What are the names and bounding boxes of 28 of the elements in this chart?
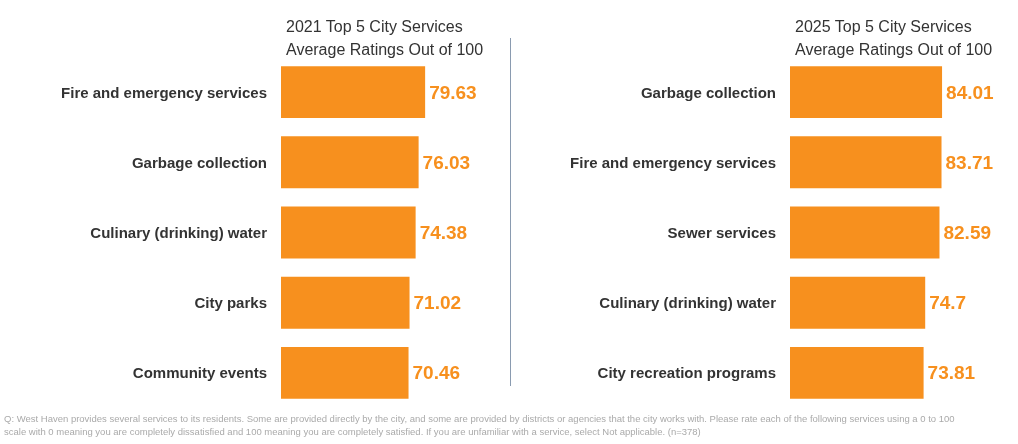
data-label: 83.71 xyxy=(945,151,994,173)
bar xyxy=(790,66,943,119)
y-tick-label: Culinary (drinking) water xyxy=(599,294,777,312)
y-tick-label: Fire and emergency services xyxy=(61,83,267,101)
y-tick-label: Fire and emergency services xyxy=(570,153,776,171)
data-label: 70.46 xyxy=(412,362,461,384)
chart-title: 2025 Top 5 City Services Average Ratings Out of 100 xyxy=(795,18,993,58)
chart-title: 2021 Top 5 City Services Average Ratings Out of 100 xyxy=(286,18,484,58)
bar xyxy=(790,276,926,329)
text: Q: West Haven provides several services to its residents. Some are provided directly by the city, and some are provided by districts or agencies that the city works with. Please rate each of the following services using a 0 to 100 scale with 0 meaning you are completely dissatisfied and 100 meaning you are completely satisfied. If you are unfamiliar with a service, select Not applicable. (n=378) xyxy=(4,412,956,438)
y-tick-label: City parks xyxy=(194,294,267,312)
bar xyxy=(790,206,940,259)
y-tick-label: Garbage collection xyxy=(640,83,776,101)
data-label: 84.01 xyxy=(946,81,995,103)
data-label: 76.03 xyxy=(422,151,471,173)
data-label: 82.59 xyxy=(943,222,992,243)
y-tick-label: City recreation programs xyxy=(597,364,776,382)
y-tick-label: Culinary (drinking) water xyxy=(90,224,268,241)
bar xyxy=(790,136,942,189)
data-label: 74.7 xyxy=(929,292,967,314)
data-label: 73.81 xyxy=(927,362,976,384)
y-tick-label: Sewer services xyxy=(667,224,776,241)
data-label: 74.38 xyxy=(419,222,468,243)
y-tick-label: Garbage collection xyxy=(131,153,267,171)
data-label: 71.02 xyxy=(413,292,462,314)
bar xyxy=(790,346,924,399)
y-tick-label: Community events xyxy=(132,364,267,382)
data-label: 79.63 xyxy=(429,81,477,103)
